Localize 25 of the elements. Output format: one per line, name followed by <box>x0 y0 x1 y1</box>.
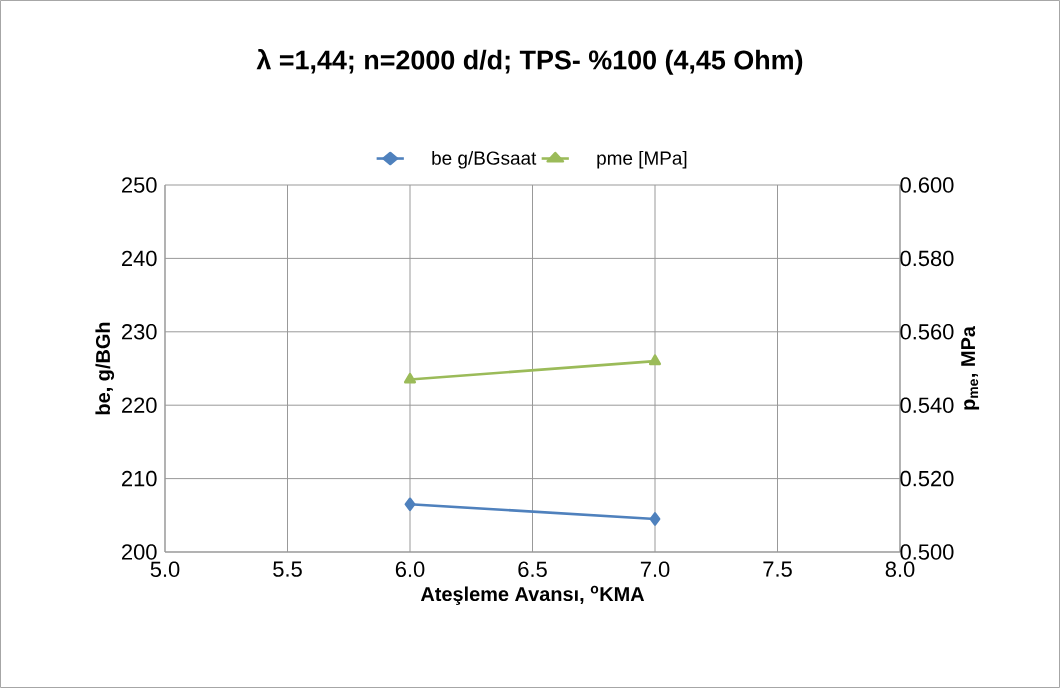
y2-tick-label: 0.580 <box>900 250 954 267</box>
y2-tick-label: 0.600 <box>900 177 954 193</box>
x-tick-label: 6.5 <box>518 561 547 578</box>
y-tick-label: 200 <box>122 544 157 560</box>
y2-tick-label: 0.540 <box>900 397 954 413</box>
x-tick-label: 5.0 <box>150 561 180 578</box>
y-tick-label: 220 <box>122 397 157 413</box>
x-tick-label: 7.5 <box>763 561 792 577</box>
legend-label: pme [MPa] <box>597 150 687 169</box>
y-tick-label: 230 <box>122 324 157 340</box>
y2-tick-label: 0.520 <box>900 470 954 487</box>
y-tick-label: 210 <box>122 470 157 487</box>
y2-tick-label: 0.500 <box>900 544 954 560</box>
y-axis-title: be, g/BGh <box>95 322 115 415</box>
chart-title: λ =1,44; n=2000 d/d; TPS- %100 (4,45 Ohm) <box>256 49 803 75</box>
x-tick-label: 5.5 <box>273 561 302 577</box>
x-tick-label: 6.0 <box>395 561 425 578</box>
legend-label: be g/BGsaat <box>432 150 537 169</box>
x-axis-title: Ateşleme Avansı, $^{o}$KMA <box>420 585 645 606</box>
y2-axis-title: p$_{me}$, MPa <box>961 325 980 410</box>
y-tick-label: 240 <box>122 250 157 267</box>
y2-tick-label: 0.560 <box>900 324 954 340</box>
y-tick-label: 250 <box>122 177 157 193</box>
x-tick-label: 8.0 <box>885 561 915 578</box>
x-tick-label: 7.0 <box>640 561 670 578</box>
